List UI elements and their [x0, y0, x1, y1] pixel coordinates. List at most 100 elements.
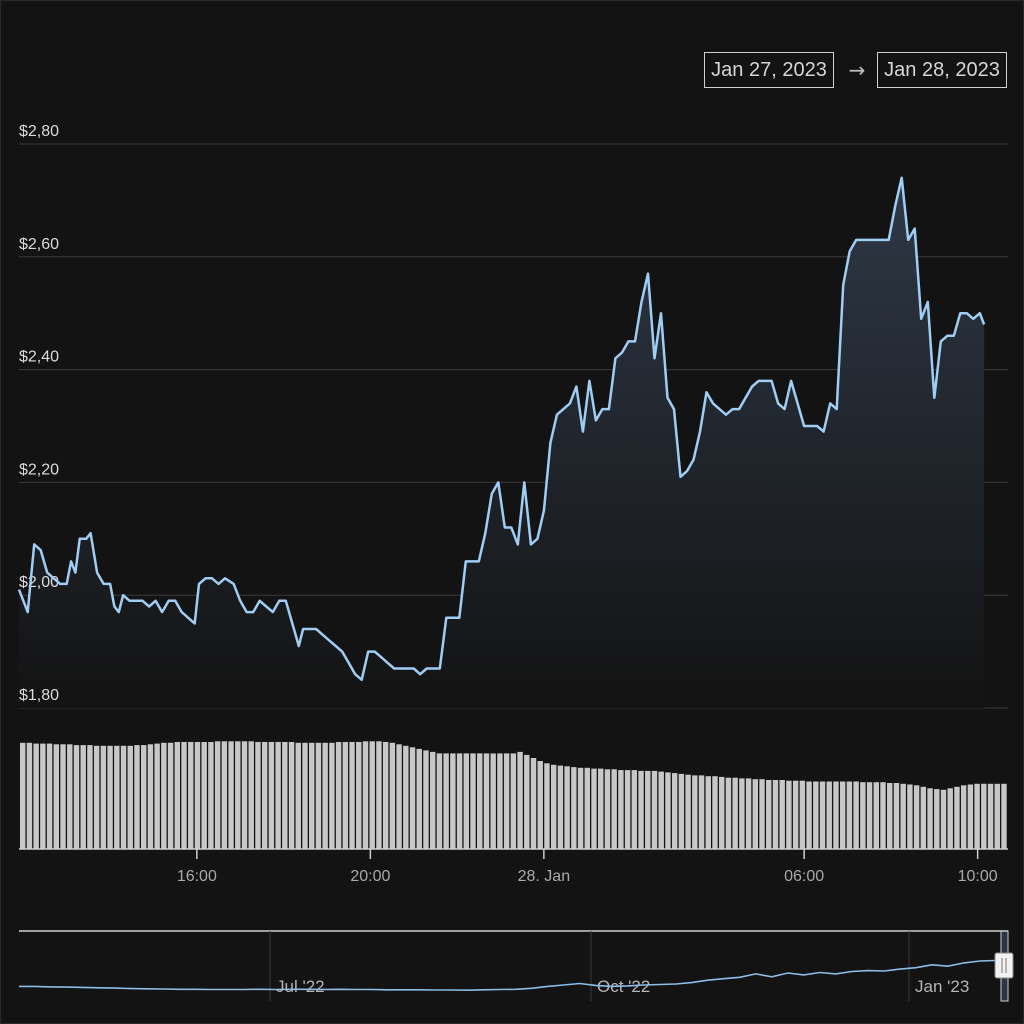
volume-bar [819, 781, 826, 849]
volume-bar [443, 753, 449, 849]
x-tick-label: 10:00 [958, 868, 998, 885]
volume-bar [718, 776, 725, 849]
volume-bar [483, 753, 490, 849]
volume-bar [530, 758, 537, 849]
volume-bar [33, 743, 39, 849]
volume-bar [208, 742, 214, 849]
volume-bar [987, 783, 994, 849]
volume-bar [275, 742, 281, 849]
volume-bar [67, 744, 73, 849]
volume-bar [26, 742, 33, 849]
volume-bar [349, 742, 355, 849]
volume-bar [678, 773, 685, 849]
volume-bar [732, 777, 738, 849]
volume-bar [107, 745, 113, 849]
volume-bar [120, 745, 127, 849]
volume-bar [450, 753, 456, 849]
volume-bar [214, 741, 221, 849]
volume-bar [994, 783, 1000, 849]
volume-bar [974, 783, 980, 849]
volume-bar [429, 751, 436, 849]
volume-bar [893, 783, 900, 849]
y-tick-label: $2,20 [19, 461, 59, 478]
volume-bar [557, 765, 564, 849]
volume-bar [900, 783, 906, 849]
navigator-handle[interactable] [994, 952, 1014, 979]
volume-bar [927, 788, 933, 849]
volume-bar [416, 748, 422, 849]
volume-bar [577, 767, 584, 849]
volume-bar [745, 778, 752, 849]
volume-bar [241, 741, 248, 849]
volume-bar [651, 770, 658, 849]
price-area-fill [19, 177, 985, 709]
volume-bar [725, 777, 732, 849]
volume-bar [739, 778, 745, 849]
navigator[interactable]: Jul '22 Oct '22 Jan '23 [19, 930, 1014, 1002]
volume-bar [470, 753, 476, 849]
volume-bar [591, 768, 597, 849]
volume-bar [134, 745, 140, 849]
x-tick-label: 06:00 [784, 868, 824, 885]
volume-bar [934, 789, 940, 849]
volume-bar [73, 745, 80, 849]
volume-bar [638, 770, 644, 849]
volume-bar [571, 767, 577, 849]
volume-bar [853, 781, 859, 849]
volume-bar [329, 742, 335, 849]
volume-bar [167, 742, 174, 849]
volume-bar [389, 742, 396, 849]
volume-bar [497, 753, 503, 849]
volume-bar [463, 753, 470, 849]
volume-bar [60, 744, 66, 849]
volume-bar [40, 743, 46, 849]
volume-bar [967, 784, 974, 849]
volume-bar [362, 741, 369, 849]
volume-bar [382, 742, 389, 849]
volume-bar [140, 745, 147, 849]
volume-bar [954, 786, 960, 849]
volume-bar [194, 742, 201, 849]
y-axis-labels: $1,80$2,00$2,20$2,40$2,60$2,80 [19, 123, 59, 704]
volume-bar [342, 742, 349, 849]
volume-bar [947, 788, 953, 849]
volume-bar [866, 782, 873, 849]
volume-bar [510, 753, 517, 849]
volume-bar [665, 772, 671, 849]
volume-bar [288, 742, 295, 849]
volume-bar [1001, 783, 1007, 849]
volume-bar [564, 766, 570, 849]
volume-bar [255, 742, 261, 849]
price-area [19, 177, 985, 709]
volume-bar [295, 742, 301, 849]
price-line [17, 176, 986, 682]
navigator-tick-label: Jul '22 [276, 977, 325, 996]
volume-bar [839, 781, 846, 849]
x-tick-label: 16:00 [177, 868, 217, 885]
volume-bar [228, 741, 234, 849]
volume-bar [322, 742, 328, 849]
volume-bar [766, 780, 772, 849]
volume-bar [799, 780, 806, 849]
range-from-input[interactable]: Jan 27, 2023 [704, 52, 834, 88]
volume-bar [221, 741, 228, 849]
volume-bar [981, 783, 987, 849]
volume-bar [93, 745, 100, 849]
range-to-input[interactable]: Jan 28, 2023 [877, 52, 1007, 88]
volume-bar [960, 785, 967, 849]
volume-bar [456, 753, 463, 849]
x-tick-label: 28. Jan [518, 868, 570, 885]
volume-bar [813, 781, 819, 849]
volume-bar [826, 781, 832, 849]
volume-bar [100, 745, 107, 849]
volume-bar [477, 753, 483, 849]
volume-bar [503, 753, 510, 849]
volume-bar [759, 779, 765, 849]
volume-bar [860, 782, 866, 849]
volume-bar [376, 741, 382, 849]
volume-bar [356, 742, 362, 849]
y-tick-label: $2,60 [19, 236, 59, 253]
volume-bar [792, 780, 799, 849]
volume-bar [174, 742, 181, 849]
